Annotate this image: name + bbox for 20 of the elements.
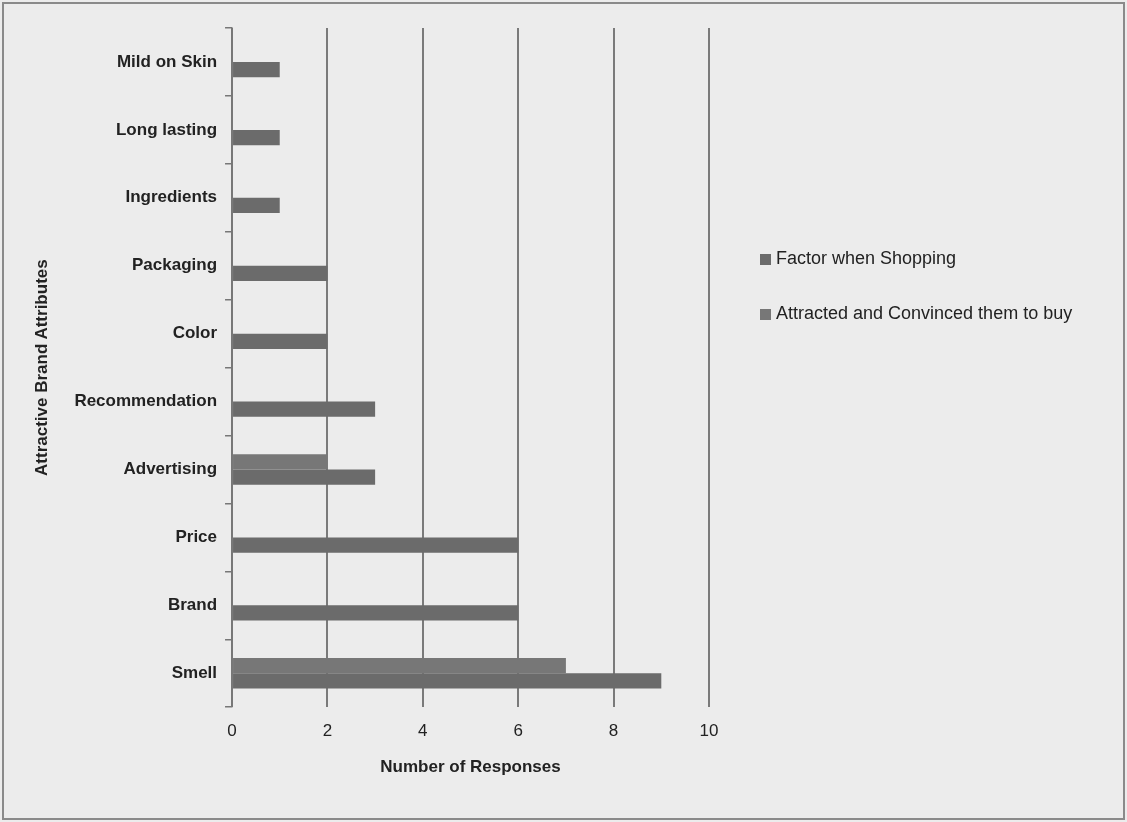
- x-tick-label: 0: [227, 721, 237, 741]
- y-tick-label: Brand: [167, 595, 218, 615]
- legend-label: Attracted and Convinced them to buy: [776, 303, 1073, 324]
- x-axis-title: Number of Responses: [380, 757, 561, 777]
- legend-label: Factor when Shopping: [776, 248, 957, 269]
- x-tick-label: 8: [608, 721, 619, 741]
- x-tick-label: 6: [513, 721, 523, 741]
- y-tick-label: Color: [172, 323, 218, 343]
- y-axis-title: Attractive Brand Attributes: [31, 259, 51, 476]
- x-tick-label: 10: [699, 721, 719, 741]
- x-tick-label: 2: [322, 721, 333, 741]
- y-tick-label: Advertising: [123, 459, 218, 479]
- y-tick-label: Ingredients: [125, 187, 218, 207]
- y-tick-label: Recommendation: [74, 391, 218, 411]
- y-tick-label: Mild on Skin: [116, 51, 218, 71]
- y-tick-label: Long lasting: [115, 119, 218, 139]
- y-tick-label: Price: [175, 527, 218, 547]
- y-tick-label: Packaging: [131, 255, 218, 275]
- x-tick-label: 4: [418, 721, 428, 741]
- y-tick-label: Smell: [171, 662, 218, 682]
